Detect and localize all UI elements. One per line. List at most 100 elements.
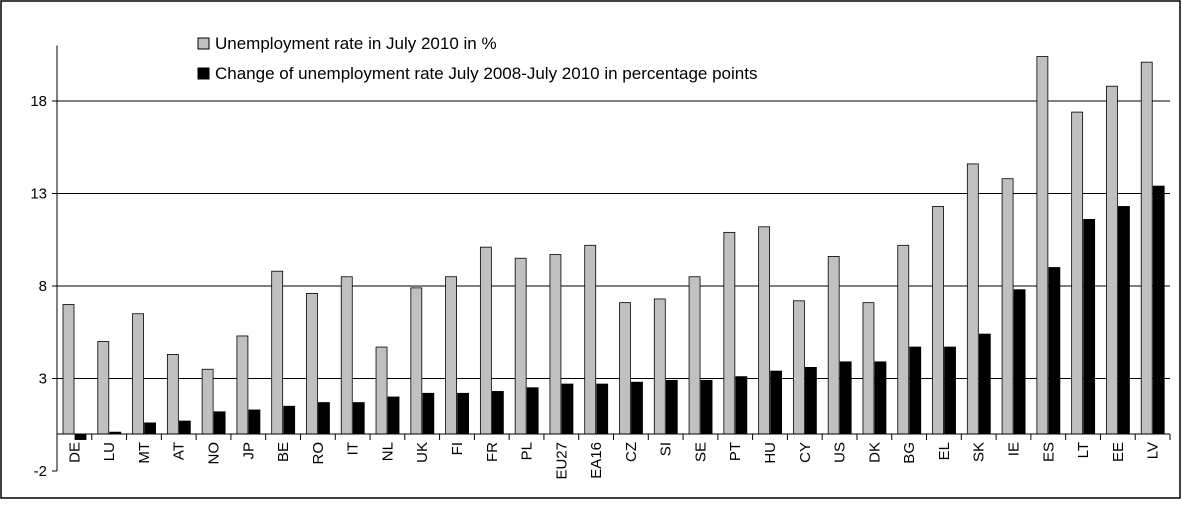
bar-unemployment-rate <box>340 276 353 435</box>
bar-unemployment-rate <box>619 302 631 435</box>
x-category-label: LU <box>101 442 118 461</box>
bar-unemployment-rate <box>1140 61 1153 435</box>
bar-unemployment-rate <box>966 163 979 435</box>
bar-unemployment-rate <box>793 300 805 435</box>
bar-unemployment-rate <box>1106 85 1118 435</box>
bar-unemployment-rate <box>236 335 249 435</box>
bar-change-rate <box>561 383 574 435</box>
x-category-label: MT <box>136 442 153 464</box>
y-axis-ticks: -2 3 8 13 18 <box>30 93 57 480</box>
x-category-label: UK <box>414 442 431 463</box>
x-category-label: NL <box>379 442 396 461</box>
x-category-label: RO <box>310 442 327 465</box>
bar-change-rate <box>422 392 435 435</box>
x-category-label: EL <box>936 442 953 460</box>
bar-change-rate <box>1048 267 1061 435</box>
bar-change-rate <box>909 346 922 435</box>
x-category-label: EE <box>1110 442 1127 462</box>
legend: Unemployment rate in July 2010 in % Chan… <box>197 34 757 83</box>
bar-unemployment-rate <box>514 257 527 435</box>
bar-change-rate <box>526 387 539 435</box>
legend-label-unemployment-rate: Unemployment rate in July 2010 in % <box>215 34 497 53</box>
x-category-label: PT <box>727 442 744 461</box>
legend-swatch-change-rate <box>197 67 210 80</box>
bar-change-rate <box>457 392 469 435</box>
x-category-label: IE <box>1005 442 1022 456</box>
y-tick-label: 18 <box>30 93 47 110</box>
bar-change-rate <box>874 361 887 435</box>
bar-change-rate <box>596 383 609 435</box>
y-tick-label: 8 <box>39 278 47 295</box>
x-category-label: SE <box>692 442 709 462</box>
x-axis-labels: DE LU MT AT NO JP BE RO IT NL UK FI FR PL EU27 EA16 CZ SI… <box>66 442 1161 480</box>
bar-unemployment-rate <box>410 287 423 435</box>
bar-unemployment-rate <box>584 244 597 435</box>
bar-unemployment-rate <box>688 276 701 435</box>
y-tick-label: 3 <box>39 371 47 388</box>
bar-unemployment-rate <box>758 226 771 435</box>
bar-change-rate <box>770 370 783 435</box>
bar-change-rate <box>213 411 226 435</box>
bar-change-rate <box>178 420 191 435</box>
bar-change-rate <box>839 361 852 435</box>
bar-change-rate <box>805 366 817 435</box>
bar-unemployment-rate <box>166 354 179 435</box>
bar-change-rate <box>665 379 678 435</box>
bar-unemployment-rate <box>375 346 388 435</box>
x-category-label: DK <box>866 442 883 463</box>
bar-change-rate <box>1118 206 1130 435</box>
y-tick-label: -2 <box>34 463 47 480</box>
bar-unemployment-rate <box>1071 111 1084 435</box>
bar-change-rate <box>491 391 504 435</box>
bar-unemployment-rate <box>1036 56 1049 435</box>
x-category-label: SI <box>658 442 675 456</box>
x-category-label: EA16 <box>588 442 605 479</box>
bar-unemployment-rate <box>201 368 214 435</box>
bar-change-rate <box>283 405 296 435</box>
bar-unemployment-rate <box>549 254 562 435</box>
bar-change-rate <box>248 409 261 435</box>
x-category-label: BG <box>901 442 918 464</box>
bar-change-rate <box>700 379 713 435</box>
bar-unemployment-rate <box>479 246 492 435</box>
x-category-label: EU27 <box>553 442 570 480</box>
bar-unemployment-rate <box>97 341 110 435</box>
x-category-label: AT <box>171 442 188 460</box>
bar-change-rate <box>1083 218 1096 435</box>
x-category-label: IT <box>345 442 362 455</box>
x-category-label: CY <box>797 442 814 463</box>
bar-unemployment-rate <box>271 270 284 435</box>
x-category-label: CZ <box>623 442 640 462</box>
x-category-label: BE <box>275 442 292 462</box>
bar-unemployment-rate <box>723 231 736 435</box>
x-category-label: DE <box>66 442 83 463</box>
bar-change-rate <box>1013 289 1026 435</box>
bar-unemployment-rate <box>62 304 75 435</box>
bar-unemployment-rate <box>932 206 944 435</box>
bar-unemployment-rate <box>132 313 144 435</box>
x-category-label: HU <box>762 442 779 464</box>
bar-change-rate <box>735 376 748 435</box>
bars <box>62 56 1165 440</box>
bar-change-rate <box>74 433 87 440</box>
bar-unemployment-rate <box>827 255 840 435</box>
legend-label-change-rate: Change of unemployment rate July 2008-Ju… <box>215 64 757 83</box>
bar-change-rate <box>944 346 956 435</box>
bar-change-rate <box>631 381 643 435</box>
x-category-label: LT <box>1075 442 1092 458</box>
bar-change-rate <box>318 402 330 435</box>
x-category-label: FR <box>484 442 501 462</box>
bar-change-rate <box>1152 185 1165 435</box>
x-category-label: PL <box>519 442 536 460</box>
axes <box>56 45 1171 471</box>
x-category-label: FI <box>449 442 466 455</box>
x-category-label: JP <box>240 442 257 460</box>
x-category-label: US <box>832 442 849 463</box>
bar-change-rate <box>144 422 156 435</box>
x-category-label: NO <box>206 442 223 465</box>
bar-change-rate <box>978 333 991 435</box>
bar-unemployment-rate <box>1001 178 1014 435</box>
legend-swatch-unemployment-rate <box>197 37 210 50</box>
bar-unemployment-rate <box>862 302 875 435</box>
